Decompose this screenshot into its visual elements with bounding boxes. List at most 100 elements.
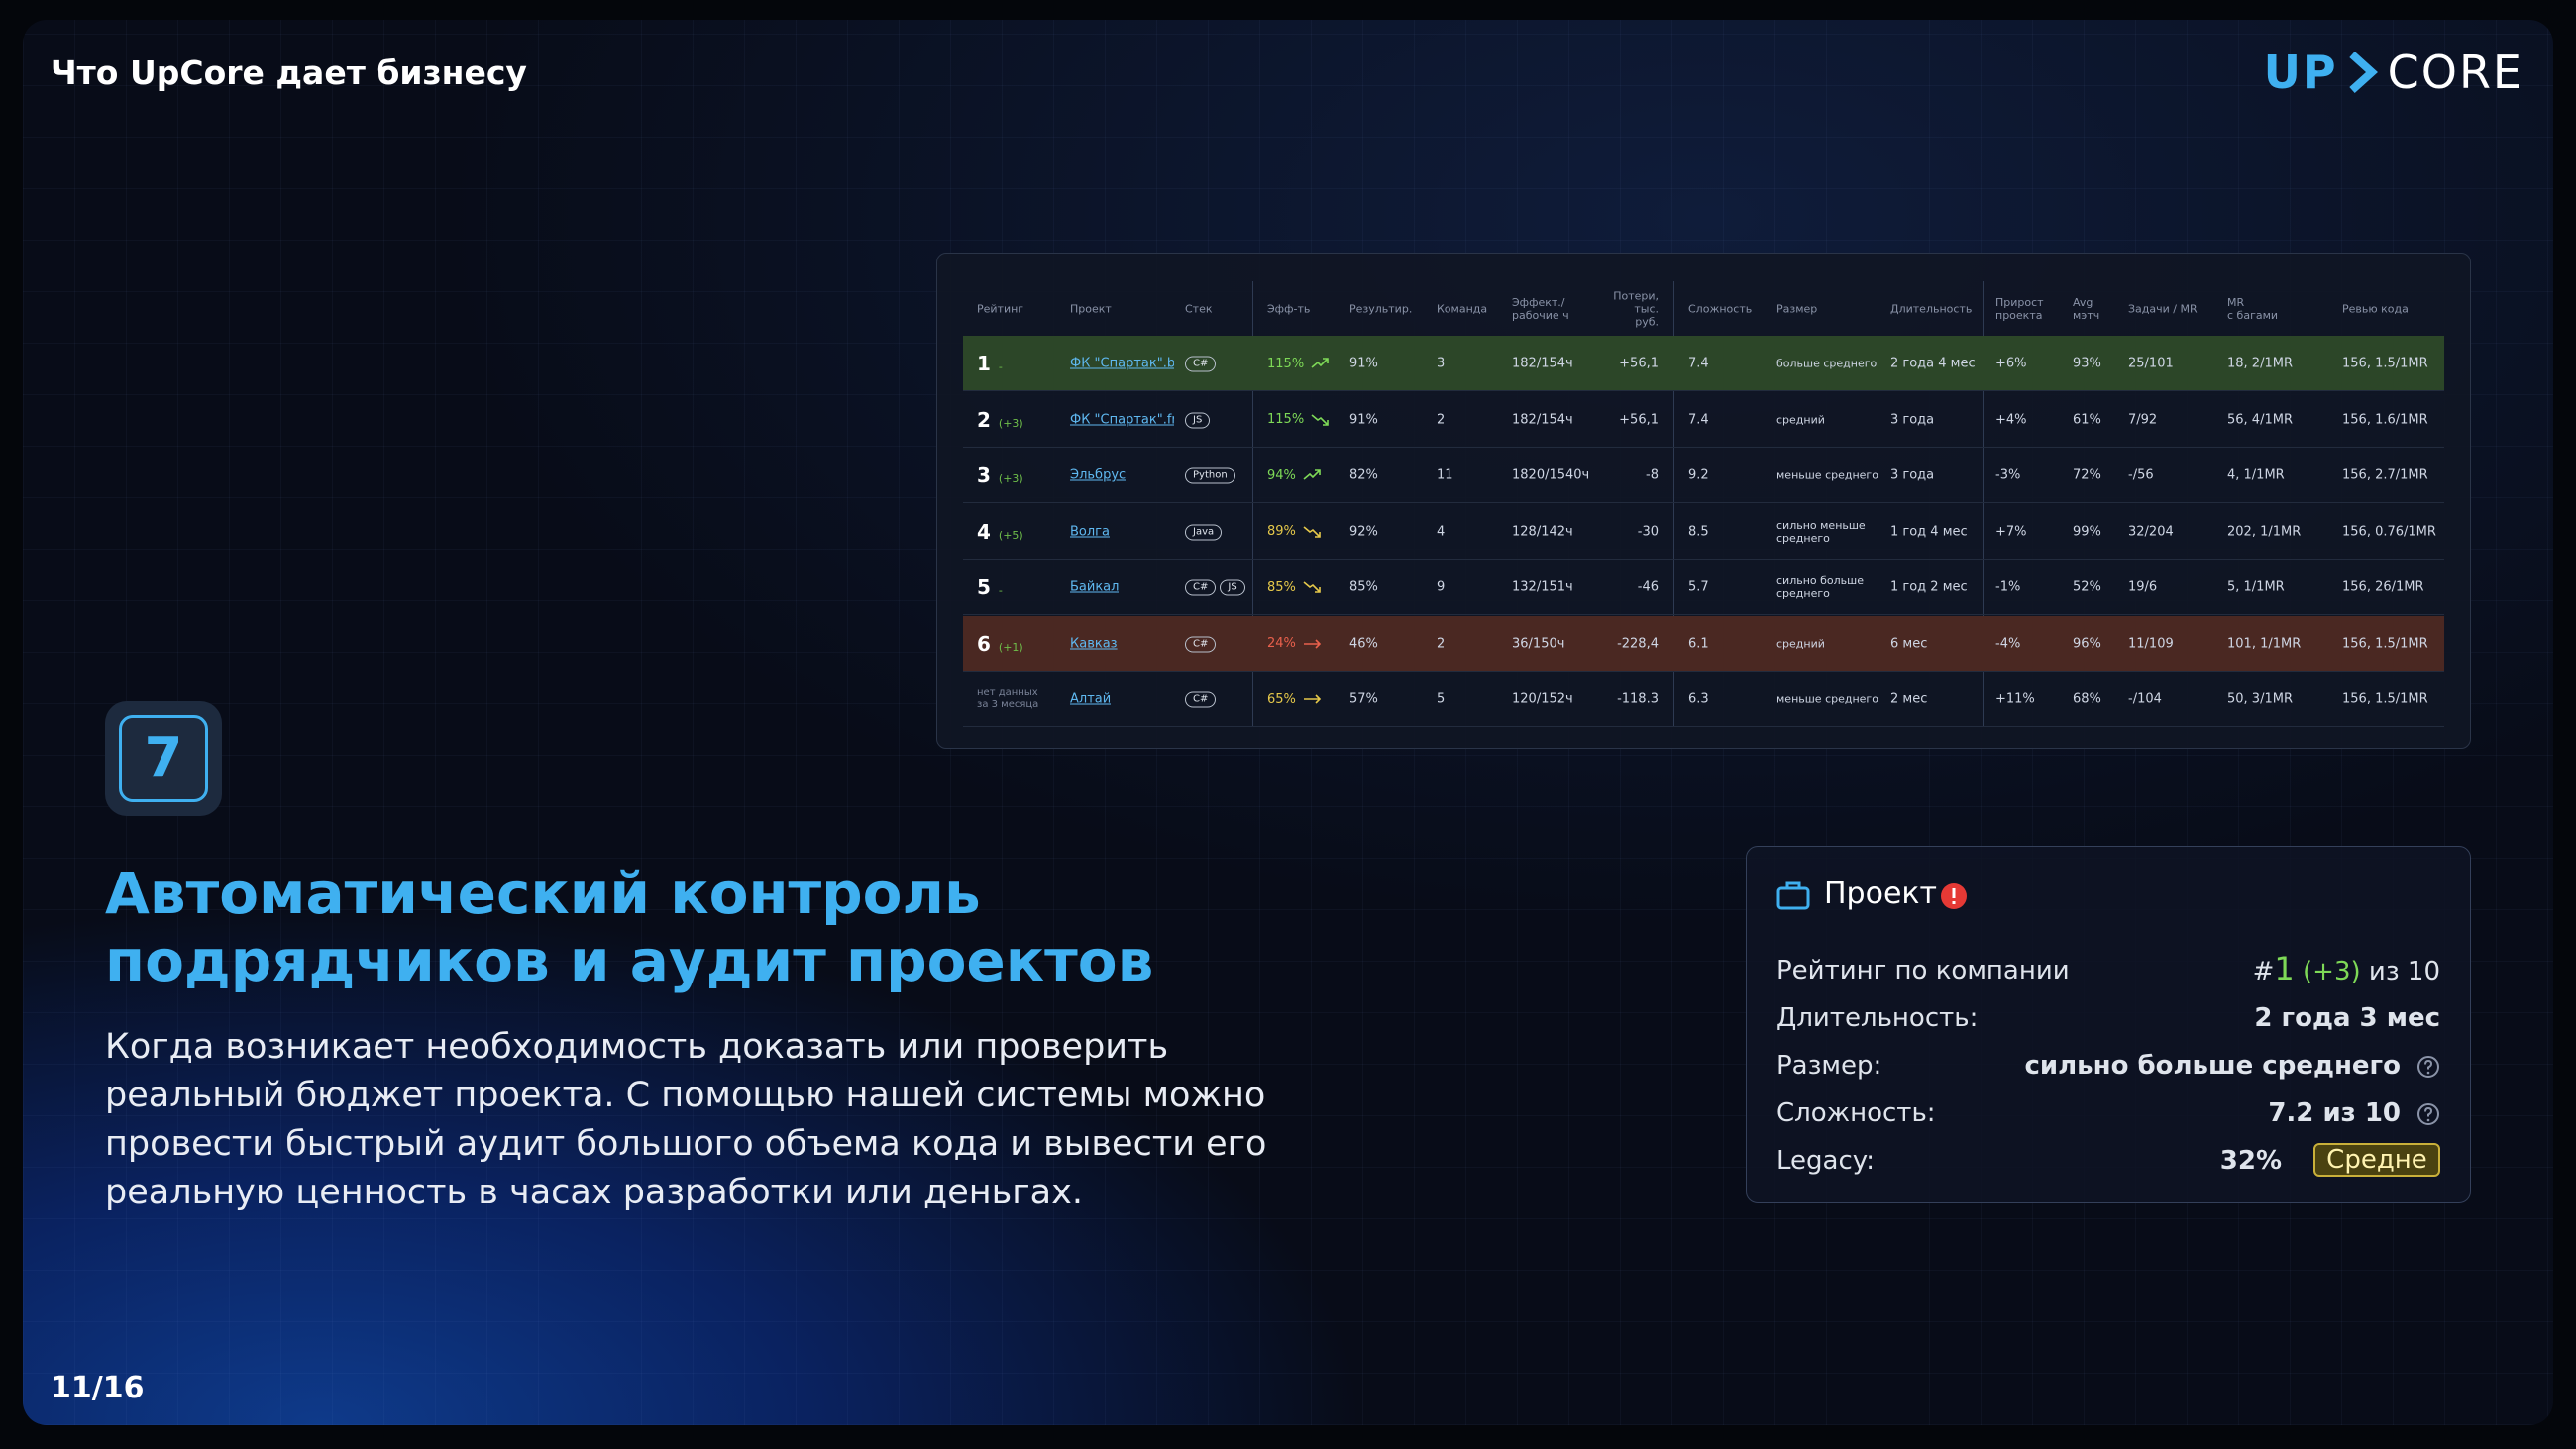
cell-team: 5 bbox=[1437, 691, 1446, 707]
cell-tasks: 19/6 bbox=[2128, 579, 2158, 595]
trend-line bbox=[1303, 469, 1321, 480]
eff-cell: 24% bbox=[1267, 636, 1322, 652]
rating-of: из 10 bbox=[2368, 957, 2440, 986]
eff-value: 115% bbox=[1267, 412, 1305, 427]
cell-duration: 1 год 2 мес bbox=[1890, 579, 1968, 595]
complexity-value: 7.2 из 10 bbox=[2268, 1098, 2401, 1128]
cell-growth: +4% bbox=[1995, 412, 2027, 427]
cell-team: 2 bbox=[1437, 412, 1446, 427]
card-title: Проект bbox=[1824, 877, 1938, 911]
cell-avg: 72% bbox=[2073, 467, 2101, 483]
feature-number: 7 bbox=[119, 715, 208, 802]
cell-result: 85% bbox=[1349, 579, 1378, 595]
rank-delta: - bbox=[998, 584, 1003, 597]
cell-size: сильно меньше среднего bbox=[1776, 518, 1866, 545]
cell-result: 82% bbox=[1349, 467, 1378, 483]
cell-growth: +11% bbox=[1995, 691, 2035, 707]
column-header: Стек bbox=[1185, 302, 1213, 316]
stack-pill: C# bbox=[1185, 691, 1217, 708]
cell-hours: 128/142ч bbox=[1512, 524, 1573, 539]
rank-delta: (+3) bbox=[998, 472, 1023, 485]
column-header: Команда bbox=[1437, 302, 1488, 316]
stack-pill: JS bbox=[1220, 579, 1245, 596]
rating-row: Рейтинг по компании #1 (+3) из 10 bbox=[1776, 950, 2440, 987]
rating-delta: (+3) bbox=[2303, 957, 2361, 986]
cell-mr: 5, 1/1MR bbox=[2227, 579, 2285, 595]
rating-value: #1 (+3) из 10 bbox=[2253, 950, 2440, 987]
rank-cell: 1- bbox=[977, 352, 1003, 375]
cell-mr: 50, 3/1MR bbox=[2227, 691, 2293, 707]
trend-icon bbox=[1311, 358, 1329, 368]
cell-mr: 56, 4/1MR bbox=[2227, 412, 2293, 427]
cell-growth: -4% bbox=[1995, 636, 2021, 651]
feature-heading: Автоматический контроль подрядчиков и ау… bbox=[105, 860, 1154, 994]
eff-value: 85% bbox=[1267, 579, 1296, 595]
duration-row: Длительность: 2 года 3 мес bbox=[1776, 1003, 2440, 1033]
table-panel: Рейтинг Проект Стек Эфф-ть Результир. Команда… bbox=[936, 253, 2471, 749]
legacy-value: 32% bbox=[2219, 1146, 2282, 1176]
rank-cell: 5- bbox=[977, 575, 1003, 599]
cell-review: 156, 0.76/1MR bbox=[2342, 524, 2436, 539]
column-header: Сложность bbox=[1688, 302, 1753, 316]
cell-complexity: 6.1 bbox=[1688, 636, 1709, 651]
cell-size: меньше среднего bbox=[1776, 468, 1878, 482]
complexity-label: Сложность: bbox=[1776, 1098, 1936, 1128]
column-header: Результир. bbox=[1349, 302, 1413, 316]
cell-complexity: 8.5 bbox=[1688, 524, 1709, 539]
alert-icon bbox=[1941, 883, 1967, 909]
logo: UP CORE bbox=[2264, 46, 2523, 99]
cell-team: 9 bbox=[1437, 579, 1446, 595]
cell-avg: 68% bbox=[2073, 691, 2101, 707]
cell-result: 91% bbox=[1349, 412, 1378, 427]
trend-icon bbox=[1303, 525, 1321, 538]
cell-project: ФК "Спартак".fr bbox=[1070, 412, 1174, 427]
cell-loss: -46 bbox=[1637, 579, 1659, 595]
cell-review: 156, 1.6/1MR bbox=[2342, 412, 2428, 427]
stack-cell: Python bbox=[1185, 467, 1239, 484]
cell-review: 156, 2.7/1MR bbox=[2342, 467, 2428, 483]
trend-line bbox=[1311, 413, 1329, 426]
stack-pill: C# bbox=[1185, 579, 1217, 596]
stack-pill: Java bbox=[1185, 524, 1223, 540]
cell-duration: 1 год 4 мес bbox=[1890, 524, 1968, 539]
stack-pill: Python bbox=[1185, 467, 1235, 484]
rank-cell: нет данных за 3 месяца bbox=[977, 687, 1050, 711]
table-row bbox=[963, 448, 2444, 503]
duration-value: 2 года 3 мес bbox=[2254, 1003, 2440, 1033]
column-header: Avg мэтч bbox=[2073, 296, 2100, 322]
logo-chevron bbox=[2348, 52, 2378, 93]
column-divider bbox=[1983, 281, 1984, 727]
cell-mr: 202, 1/1MR bbox=[2227, 524, 2302, 539]
cell-project: ФК "Спартак".b bbox=[1070, 356, 1174, 371]
cell-size: больше среднего bbox=[1776, 357, 1878, 370]
stack-cell: Java bbox=[1185, 523, 1226, 540]
rank: 3 bbox=[977, 464, 991, 487]
cell-project: Волга bbox=[1070, 524, 1110, 539]
table-row bbox=[963, 392, 2444, 448]
cell-loss: -118.3 bbox=[1617, 691, 1659, 707]
cell-tasks: 32/204 bbox=[2128, 524, 2174, 539]
column-header: Проект bbox=[1070, 302, 1112, 316]
column-header: Ревью кода bbox=[2342, 302, 2409, 316]
project-card: Проект Рейтинг по компании #1 (+3) из 10… bbox=[1746, 846, 2471, 1203]
cell-growth: -1% bbox=[1995, 579, 2021, 595]
cell-duration: 3 года bbox=[1890, 412, 1935, 427]
trend-line bbox=[1311, 358, 1329, 368]
cell-hours: 182/154ч bbox=[1512, 356, 1573, 371]
trend-line bbox=[1303, 581, 1321, 593]
stack-cell: C# JS bbox=[1185, 579, 1249, 596]
rating-hash: # bbox=[2252, 957, 2275, 986]
cell-tasks: 11/109 bbox=[2128, 636, 2174, 651]
eff-value: 115% bbox=[1267, 356, 1305, 371]
legacy-badge: Средне bbox=[2313, 1143, 2440, 1177]
size-value: сильно больше среднего bbox=[2024, 1051, 2402, 1081]
stack-cell: C# bbox=[1185, 691, 1220, 708]
eff-value: 65% bbox=[1267, 691, 1296, 707]
rank-cell: 4 (+5) bbox=[977, 520, 1023, 544]
cell-loss: -30 bbox=[1637, 524, 1659, 539]
cell-team: 2 bbox=[1437, 636, 1446, 651]
cell-project: Эльбрус bbox=[1070, 467, 1127, 483]
column-header: Рейтинг bbox=[977, 302, 1024, 316]
column-header: Эффект./ рабочие ч bbox=[1512, 296, 1569, 322]
